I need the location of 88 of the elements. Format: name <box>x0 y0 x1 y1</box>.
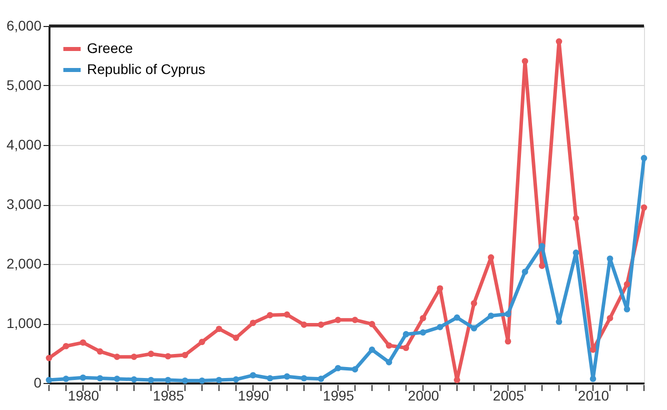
point <box>556 38 562 45</box>
point <box>216 376 222 384</box>
point <box>164 376 172 384</box>
point <box>148 350 154 357</box>
point <box>488 254 494 261</box>
point <box>488 312 494 319</box>
point <box>318 376 324 382</box>
point <box>368 346 376 353</box>
point <box>250 372 256 378</box>
point <box>402 344 410 352</box>
point <box>504 338 512 345</box>
point <box>556 318 562 325</box>
y-tick-label: 0 <box>34 374 42 390</box>
point <box>182 377 188 384</box>
y-tick-label: 6,000 <box>6 18 42 34</box>
point <box>538 242 546 250</box>
point <box>352 366 358 372</box>
point <box>386 342 392 349</box>
x-tick-label: 1995 <box>322 388 354 404</box>
point <box>624 306 630 312</box>
point <box>80 374 86 381</box>
point <box>470 325 478 332</box>
x-tick-label: 2010 <box>578 388 610 404</box>
point <box>266 312 274 318</box>
point <box>164 353 172 360</box>
point <box>436 285 444 292</box>
point <box>300 322 308 328</box>
point <box>46 376 52 384</box>
x-tick-label: 2000 <box>408 388 440 404</box>
point <box>624 281 630 288</box>
point <box>300 375 308 382</box>
point <box>572 250 580 256</box>
point <box>130 376 138 383</box>
point <box>266 375 274 382</box>
point <box>96 375 104 382</box>
point <box>80 339 86 346</box>
point <box>572 215 580 222</box>
point <box>250 320 256 326</box>
point <box>352 316 358 324</box>
point <box>114 376 120 382</box>
y-tick-label: 2,000 <box>6 256 42 272</box>
point <box>96 348 104 355</box>
point <box>114 354 120 360</box>
x-tick-label: 2005 <box>492 388 524 404</box>
point <box>590 376 596 382</box>
point <box>198 338 206 346</box>
point <box>402 331 410 338</box>
y-tick-label: 4,000 <box>6 136 42 152</box>
point <box>284 373 290 380</box>
x-tick-label: 1980 <box>68 388 100 404</box>
point <box>522 58 528 64</box>
point <box>46 354 52 362</box>
point <box>318 322 324 328</box>
point <box>640 204 648 211</box>
point <box>334 364 342 372</box>
legend-label: Republic of Cyprus <box>87 61 206 77</box>
point <box>454 314 460 321</box>
y-tick-label: 5,000 <box>6 77 42 93</box>
y-tick-label: 3,000 <box>6 196 42 212</box>
point <box>538 262 546 269</box>
point <box>334 316 342 324</box>
point <box>504 310 512 318</box>
point <box>284 311 290 318</box>
point <box>420 314 426 322</box>
point <box>436 324 444 330</box>
point <box>182 352 188 358</box>
point <box>386 359 392 366</box>
point <box>216 326 222 332</box>
point <box>62 376 70 382</box>
point <box>130 354 138 360</box>
point <box>198 377 206 384</box>
y-tick-label: 1,000 <box>6 315 42 331</box>
point <box>606 314 614 322</box>
point <box>590 346 596 353</box>
legend-label: Greece <box>87 40 134 56</box>
point <box>522 268 528 275</box>
point <box>606 255 614 262</box>
point <box>640 154 648 162</box>
point <box>62 342 70 350</box>
point <box>368 320 376 328</box>
point <box>420 329 426 336</box>
x-tick-label: 1990 <box>238 388 270 404</box>
point <box>454 376 460 384</box>
point <box>470 300 478 306</box>
point <box>148 376 154 384</box>
point <box>232 376 240 383</box>
x-tick-label: 1985 <box>152 388 184 404</box>
point <box>232 334 240 341</box>
